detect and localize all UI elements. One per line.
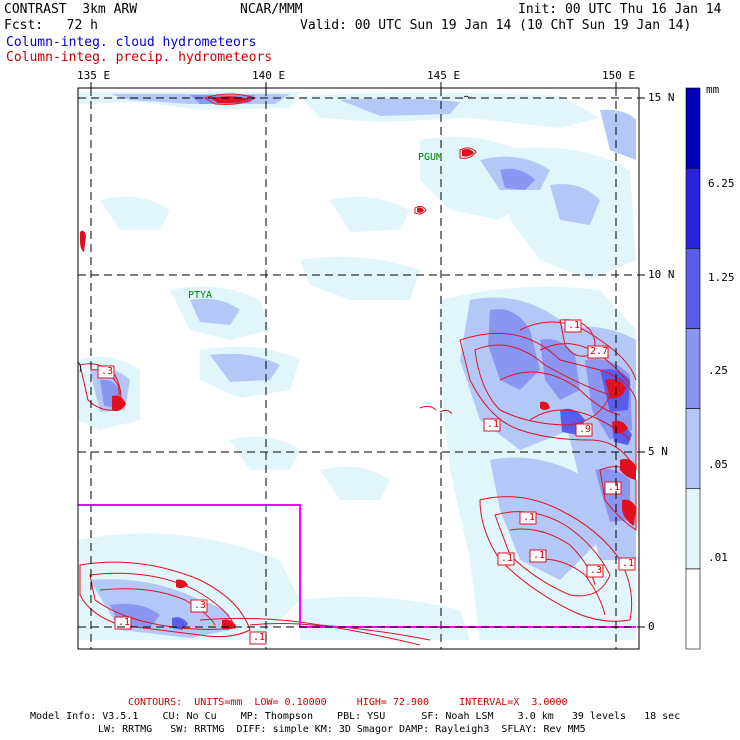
- contour-label: .1: [253, 632, 266, 643]
- contour-info: CONTOURS: UNITS=mm LOW= 0.10000 HIGH= 72…: [128, 697, 568, 708]
- colorbar-level: 6.25: [708, 177, 735, 190]
- center-name: NCAR/MMM: [240, 2, 303, 17]
- colorbar-unit: mm: [706, 83, 720, 96]
- field-cloud-label: Column-integ. cloud hydrometeors: [6, 35, 257, 50]
- field-precip-label: Column-integ. precip. hydrometeors: [6, 50, 273, 65]
- lat-label: 0: [648, 620, 655, 633]
- colorbar-swatch: [685, 568, 701, 650]
- lon-label: 140 E: [252, 69, 286, 82]
- colorbar-swatch: [685, 488, 701, 570]
- contour-label: .1: [568, 320, 581, 331]
- colorbar-swatch: [685, 247, 701, 329]
- lat-label: 15 N: [648, 91, 675, 104]
- lon-label: 145 E: [427, 69, 461, 82]
- colorbar-level: .25: [708, 364, 728, 377]
- hydrometeor-field: [78, 88, 639, 649]
- contour-label: .9: [579, 424, 592, 435]
- valid-time: Valid: 00 UTC Sun 19 Jan 14 (10 ChT Sun …: [300, 18, 692, 33]
- contour-label: .1: [622, 558, 635, 569]
- colorbar: [685, 87, 701, 650]
- lat-label: 10 N: [648, 268, 675, 281]
- colorbar-swatch: [685, 328, 701, 409]
- lon-label: 150 E: [602, 69, 636, 82]
- contour-label: .1: [501, 553, 514, 564]
- colorbar-level: .05: [708, 458, 728, 471]
- contour-label: .3: [194, 600, 207, 611]
- colorbar-level: .01: [708, 551, 728, 564]
- contour-label: .1: [523, 512, 536, 523]
- colorbar-swatch: [685, 167, 701, 249]
- contour-label: .3: [590, 565, 603, 576]
- contour-label: .1: [608, 482, 621, 493]
- colorbar-swatch: [685, 408, 701, 490]
- contour-label: .3: [101, 366, 114, 377]
- contour-label: 2.7: [590, 346, 609, 357]
- colorbar-level: 1.25: [708, 271, 735, 284]
- forecast-hour: Fcst: 72 h: [4, 18, 98, 33]
- contour-label: .1: [118, 617, 131, 628]
- contour-label: .1: [487, 419, 500, 430]
- model-info-line1: Model Info: V3.5.1 CU: No Cu MP: Thompso…: [30, 711, 681, 722]
- station-label: PGUM: [418, 152, 443, 163]
- contour-label: .1: [533, 550, 546, 561]
- init-time: Init: 00 UTC Thu 16 Jan 14: [518, 2, 722, 17]
- model-info-line2: LW: RRTMG SW: RRTMG DIFF: simple KM: 3D …: [98, 724, 586, 735]
- model-title: CONTRAST 3km ARW: [4, 2, 138, 17]
- station-label: PTYA: [188, 290, 213, 301]
- lon-label: 135 E: [77, 69, 111, 82]
- colorbar-swatch: [685, 87, 701, 169]
- lat-label: 5 N: [648, 445, 668, 458]
